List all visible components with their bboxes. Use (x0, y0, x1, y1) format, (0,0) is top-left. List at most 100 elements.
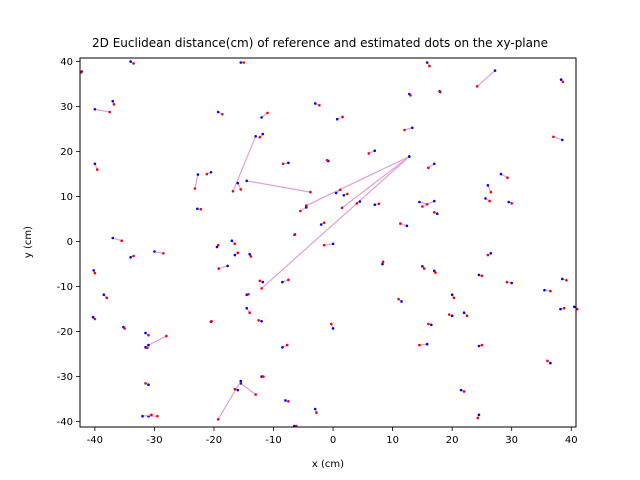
reference-point (331, 327, 335, 330)
x-axis: -40 -30 -20 -10 0 10 20 30 40 (87, 427, 578, 446)
estimated-point (150, 413, 153, 417)
reference-point (425, 61, 429, 64)
estimated-point (480, 274, 484, 278)
estimated-point (452, 296, 456, 300)
estimated-point (287, 278, 290, 282)
estimated-point (561, 80, 565, 84)
estimated-point (258, 279, 262, 283)
estimated-point (465, 314, 469, 318)
estimated-point (257, 319, 260, 322)
estimated-point (239, 188, 243, 191)
y-tick-label: 40 (60, 57, 73, 68)
x-tick-label: -10 (265, 435, 281, 446)
estimated-point (95, 168, 99, 171)
reference-point (484, 197, 487, 200)
reference-point (543, 288, 546, 292)
estimated-point (105, 296, 109, 300)
estimated-point (427, 322, 430, 326)
estimated-point (397, 297, 400, 301)
reference-point (261, 132, 265, 136)
reference-point (209, 171, 213, 174)
estimated-point (340, 206, 344, 210)
x-tick-label: 20 (446, 435, 459, 446)
estimated-point (112, 103, 116, 106)
reference-point (486, 184, 490, 187)
estimated-point (165, 334, 168, 338)
reference-point (425, 342, 429, 346)
estimated-point (546, 359, 549, 363)
reference-point (245, 179, 249, 183)
reference-point (499, 172, 503, 176)
estimated-point (322, 243, 326, 247)
estimated-point (193, 187, 197, 190)
estimated-point (304, 204, 308, 207)
estimated-point (427, 166, 430, 170)
reference-point (435, 212, 439, 215)
distance-line (306, 156, 410, 207)
estimated-point (108, 110, 112, 114)
estimated-point (341, 115, 344, 119)
estimated-point (409, 94, 412, 97)
estimated-point (309, 190, 312, 194)
estimated-point (156, 414, 159, 418)
distance-line (246, 180, 311, 193)
reference-point (381, 262, 384, 266)
reference-point (561, 277, 564, 281)
reference-point (334, 191, 338, 195)
reference-point (319, 223, 323, 226)
estimated-point (475, 85, 479, 88)
estimated-point (480, 343, 484, 347)
estimated-point (216, 418, 220, 421)
estimated-point (144, 382, 147, 385)
estimated-point (248, 311, 251, 315)
reference-point (230, 239, 234, 242)
reference-point (373, 203, 377, 206)
reference-point (559, 307, 562, 311)
reference-point (450, 293, 454, 297)
plot-area (79, 60, 579, 428)
reference-point (281, 280, 284, 284)
estimated-point (381, 260, 385, 264)
estimated-point (462, 390, 466, 393)
estimated-point (565, 279, 568, 282)
estimated-point (318, 103, 321, 107)
estimated-point (418, 343, 421, 347)
reference-point (233, 253, 237, 257)
estimated-point (217, 267, 221, 270)
distance-line (194, 174, 199, 189)
reference-point (248, 252, 251, 256)
distance-line (419, 201, 428, 205)
reference-point (196, 207, 199, 211)
reference-point (410, 126, 414, 130)
reference-point (549, 361, 552, 365)
distance-line (261, 156, 410, 289)
y-tick-label: -40 (57, 417, 73, 428)
estimated-point (399, 222, 402, 225)
reference-point (430, 323, 433, 327)
estimated-point (488, 199, 491, 203)
estimated-point (132, 254, 135, 258)
estimated-point (260, 287, 263, 290)
plot-frame (79, 57, 577, 428)
reference-point (493, 69, 497, 72)
reference-point (407, 155, 411, 158)
reference-point (459, 388, 463, 392)
distance-line (476, 70, 496, 87)
distance-line (154, 250, 164, 254)
estimated-point (233, 242, 237, 246)
y-tick-label: -30 (57, 372, 73, 383)
estimated-point (505, 280, 509, 284)
x-tick-label: 30 (505, 435, 518, 446)
y-tick-label: 10 (60, 192, 73, 203)
estimated-point (322, 221, 326, 224)
reference-point (226, 264, 229, 268)
estimated-point (434, 271, 437, 274)
reference-point (153, 250, 156, 253)
reference-point (331, 242, 335, 246)
y-tick-label: -10 (57, 282, 73, 293)
estimated-point (510, 202, 513, 205)
reference-point (284, 399, 287, 402)
reference-point (510, 281, 513, 285)
estimated-point (205, 172, 209, 176)
distance-line (112, 237, 122, 242)
